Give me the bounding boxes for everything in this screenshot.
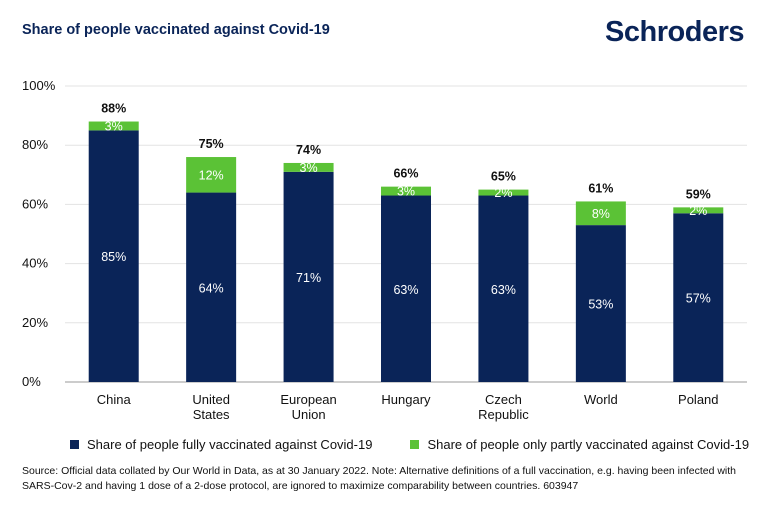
data-label-total: 66% bbox=[393, 167, 418, 181]
legend: Share of people fully vaccinated against… bbox=[70, 437, 749, 452]
data-label-total: 61% bbox=[588, 181, 613, 195]
data-label-partly: 8% bbox=[592, 207, 610, 221]
bar-partly-vaccinated bbox=[186, 157, 237, 193]
bar-partly-vaccinated bbox=[673, 207, 724, 214]
data-label-partly: 2% bbox=[494, 186, 512, 200]
data-label-fully: 53% bbox=[588, 298, 613, 312]
data-label-fully: 64% bbox=[199, 281, 224, 295]
x-tick-label: Hungary bbox=[381, 392, 431, 407]
bar-fully-vaccinated bbox=[575, 225, 626, 382]
bar-fully-vaccinated bbox=[88, 130, 139, 382]
bar-fully-vaccinated bbox=[186, 192, 237, 382]
data-label-fully: 85% bbox=[101, 250, 126, 264]
y-tick-label: 40% bbox=[22, 256, 48, 271]
bar-partly-vaccinated bbox=[88, 121, 139, 131]
x-tick-label: World bbox=[584, 392, 618, 407]
data-label-partly: 2% bbox=[689, 204, 707, 218]
bar-fully-vaccinated bbox=[673, 213, 724, 382]
bar-fully-vaccinated bbox=[283, 171, 334, 382]
legend-item-partly: Share of people only partly vaccinated a… bbox=[410, 437, 749, 452]
bar-fully-vaccinated bbox=[381, 195, 431, 382]
legend-swatch-partly bbox=[410, 440, 420, 449]
data-label-total: 88% bbox=[101, 102, 126, 116]
bar-partly-vaccinated bbox=[283, 162, 334, 172]
data-label-fully: 71% bbox=[296, 271, 321, 285]
y-tick-label: 100% bbox=[22, 78, 56, 93]
bar-chart: 0% 20% 40% 60% 80% 100% 85% 3% 88% China 64% 12% 75%… bbox=[22, 78, 747, 422]
data-label-partly: 12% bbox=[199, 168, 224, 182]
x-tick-label: Czech bbox=[485, 392, 522, 407]
data-label-total: 59% bbox=[686, 187, 711, 201]
data-label-partly: 3% bbox=[300, 161, 318, 175]
data-label-partly: 3% bbox=[397, 185, 415, 199]
legend-item-fully: Share of people fully vaccinated against… bbox=[70, 437, 372, 452]
x-tick-label: China bbox=[97, 392, 132, 407]
y-tick-label: 0% bbox=[22, 374, 41, 389]
legend-label-partly: Share of people only partly vaccinated a… bbox=[427, 437, 750, 452]
data-label-fully: 63% bbox=[393, 283, 418, 297]
data-label-total: 74% bbox=[296, 143, 321, 157]
bar-fully-vaccinated bbox=[478, 195, 529, 382]
schroders-logo: Schroders bbox=[605, 16, 744, 48]
data-label-total: 65% bbox=[491, 170, 516, 184]
x-tick-label: Republic bbox=[478, 407, 529, 422]
x-tick-label: United bbox=[192, 392, 230, 407]
x-tick-label: Union bbox=[292, 407, 326, 422]
y-tick-label: 60% bbox=[22, 196, 48, 211]
bar-partly-vaccinated bbox=[478, 189, 529, 196]
data-label-total: 75% bbox=[199, 137, 224, 151]
y-tick-label: 20% bbox=[22, 315, 48, 330]
legend-label-fully: Share of people fully vaccinated against… bbox=[87, 437, 373, 452]
data-label-fully: 63% bbox=[491, 283, 516, 297]
x-tick-label: States bbox=[193, 407, 230, 422]
y-tick-label: 80% bbox=[22, 137, 48, 152]
chart-title: Share of people vaccinated against Covid… bbox=[22, 22, 330, 38]
data-label-fully: 57% bbox=[686, 292, 711, 306]
data-label-partly: 3% bbox=[105, 119, 123, 133]
source-note: Source: Official data collated by Our Wo… bbox=[22, 465, 737, 492]
bar-partly-vaccinated bbox=[575, 201, 626, 226]
legend-swatch-fully bbox=[70, 440, 79, 449]
bar-partly-vaccinated bbox=[381, 186, 431, 196]
x-tick-label: Poland bbox=[678, 392, 718, 407]
x-tick-label: European bbox=[280, 392, 336, 407]
